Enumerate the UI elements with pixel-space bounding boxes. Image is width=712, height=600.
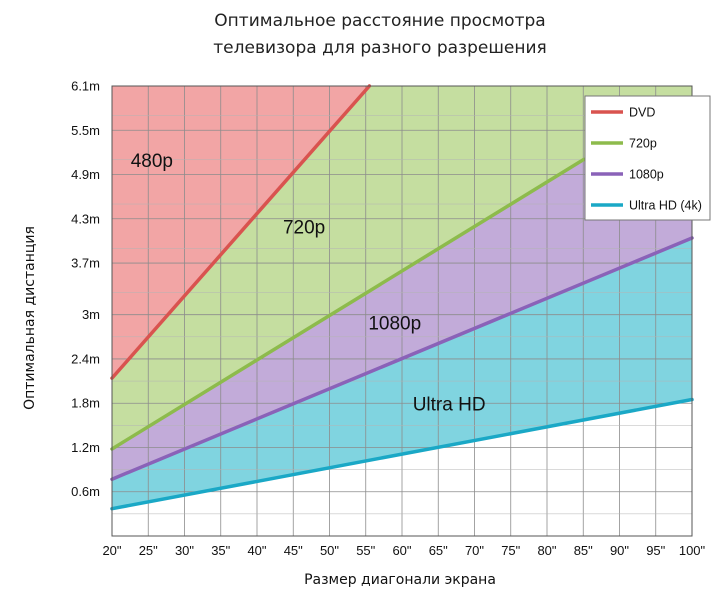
chart-title: Оптимальное расстояние просмотра телевиз… xyxy=(0,8,712,62)
x-tick-label: 100" xyxy=(679,543,706,558)
x-tick-label: 40" xyxy=(247,543,266,558)
y-tick-label: 6.1m xyxy=(71,79,100,94)
x-tick-label: 30" xyxy=(175,543,194,558)
x-tick-label: 70" xyxy=(465,543,484,558)
line-dvd xyxy=(110,84,372,380)
plot-frame xyxy=(111,85,693,537)
zone-label-3: Ultra HD xyxy=(413,395,486,416)
x-tick-label: 45" xyxy=(284,543,303,558)
y-tick-label: 0.6m xyxy=(71,484,100,499)
series-lines xyxy=(110,84,694,511)
x-tick-label: 25" xyxy=(139,543,158,558)
line-ultra-hd xyxy=(110,397,694,511)
x-tick-label: 90" xyxy=(610,543,629,558)
legend-label: 1080p xyxy=(629,168,664,182)
legend-label: 720p xyxy=(629,137,657,151)
x-tick-label: 85" xyxy=(574,543,593,558)
x-tick-label: 55" xyxy=(356,543,375,558)
zone-labels: 480p 720p 1080p Ultra HD xyxy=(131,151,486,415)
y-tick-label: 5.5m xyxy=(71,123,100,138)
legend-item-ultra-hd: Ultra HD (4k) xyxy=(591,199,702,213)
y-axis-title: Оптимальная дистанция xyxy=(22,226,38,410)
x-axis-title: Размер диагонали экрана xyxy=(304,572,496,588)
legend: DVD 720p 1080p Ultra HD (4k) xyxy=(584,95,711,221)
x-tick-label: 35" xyxy=(211,543,230,558)
tick-labels: 20" 25" 30" 35" 40" 45" 50" 55" 60" 65" 70" 75" 80" 8… xyxy=(71,79,705,559)
x-tick-label: 50" xyxy=(320,543,339,558)
line-1080p xyxy=(110,236,694,481)
x-tick-label: 60" xyxy=(392,543,411,558)
x-tick-label: 80" xyxy=(537,543,556,558)
x-tick-label: 75" xyxy=(501,543,520,558)
chart-title-line-1: Оптимальное расстояние просмотра xyxy=(214,11,546,31)
legend-label: Ultra HD (4k) xyxy=(629,199,702,213)
legend-item-1080p: 1080p xyxy=(591,168,664,182)
y-tick-label: 3.7m xyxy=(71,256,100,271)
axes xyxy=(111,85,693,537)
chart-title-line-2: телевизора для разного разрешения xyxy=(213,38,547,58)
y-tick-label: 3m xyxy=(82,307,100,322)
y-tick-label: 2.4m xyxy=(71,351,100,366)
y-tick-label: 4.9m xyxy=(71,167,100,182)
legend-box xyxy=(584,95,711,221)
zone-label-1: 720p xyxy=(283,218,325,239)
legend-item-720p: 720p xyxy=(591,137,657,151)
legend-item-dvd: DVD xyxy=(591,106,655,120)
zone-label-2: 1080p xyxy=(368,313,421,334)
zone-label-0: 480p xyxy=(131,151,173,172)
x-tick-label: 95" xyxy=(646,543,665,558)
y-tick-label: 4.3m xyxy=(71,211,100,226)
y-tick-label: 1.2m xyxy=(71,440,100,455)
x-tick-label: 65" xyxy=(429,543,448,558)
x-tick-label: 20" xyxy=(102,543,121,558)
y-tick-label: 1.8m xyxy=(71,396,100,411)
legend-label: DVD xyxy=(629,106,655,120)
